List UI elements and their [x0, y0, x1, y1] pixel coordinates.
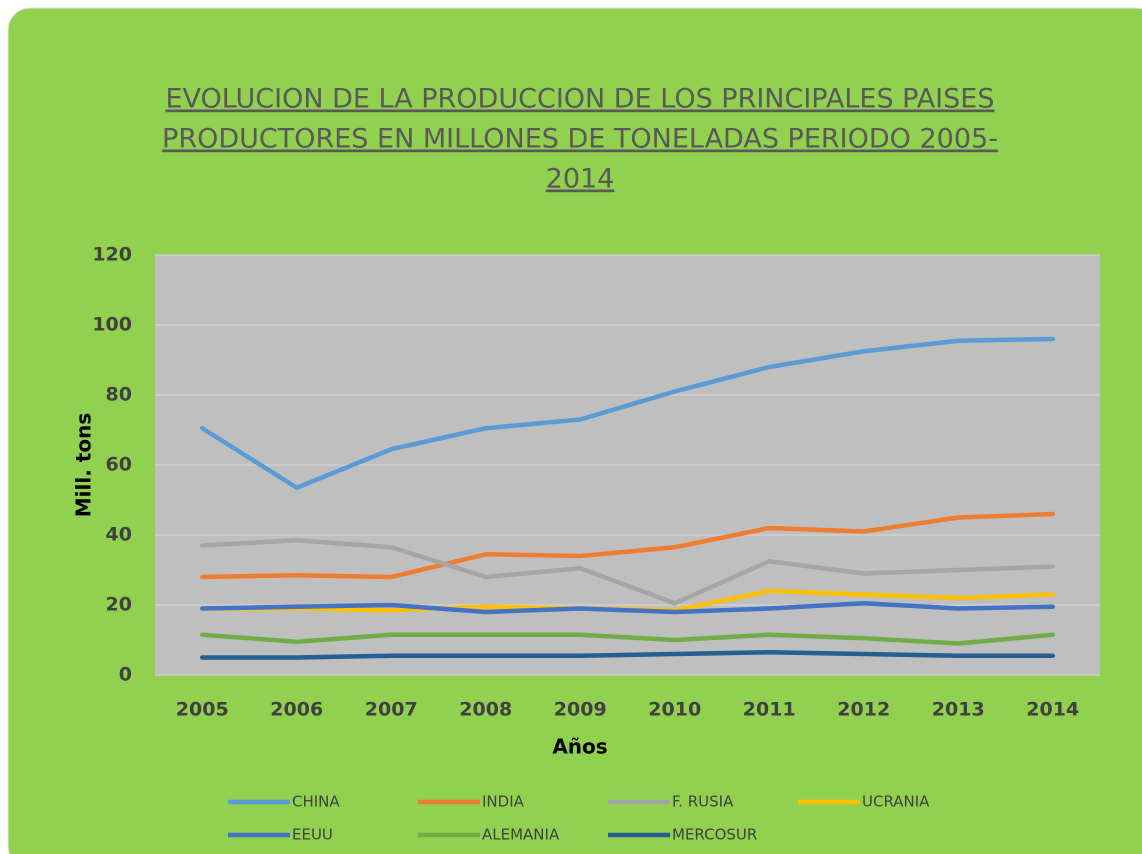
- legend-label: INDIA: [482, 793, 525, 811]
- x-tick-label: 2012: [837, 699, 890, 721]
- y-tick-label: 120: [92, 244, 132, 266]
- data-line: [200, 601, 1055, 615]
- data-line: [200, 511, 1055, 580]
- x-tick-label: 2013: [932, 699, 985, 721]
- data-line: [200, 650, 1055, 660]
- y-tick-label: 0: [119, 664, 132, 686]
- legend-label: F. RUSIA: [672, 793, 734, 811]
- y-tick-label: 60: [106, 454, 132, 476]
- y-tick-label: 80: [106, 384, 132, 406]
- y-tick-label: 100: [92, 314, 132, 336]
- data-line: [200, 632, 1055, 646]
- x-axis-label: Años: [552, 735, 607, 759]
- y-tick-label: 40: [106, 524, 132, 546]
- data-line: [200, 538, 1055, 606]
- x-tick-label: 2005: [176, 699, 229, 721]
- legend-label: EEUU: [292, 826, 333, 844]
- x-tick-label: 2009: [554, 699, 607, 721]
- x-tick-label: 2010: [648, 699, 701, 721]
- x-tick-label: 2011: [743, 699, 796, 721]
- y-tick-label: 20: [106, 594, 132, 616]
- legend-label: CHINA: [292, 793, 340, 811]
- legend-label: UCRANIA: [862, 793, 930, 811]
- x-tick-label: 2007: [365, 699, 418, 721]
- legend-label: MERCOSUR: [672, 826, 757, 844]
- chart-title: EVOLUCION DE LA PRODUCCION DE LOS PRINCI…: [166, 84, 995, 115]
- chart-title: PRODUCTORES EN MILLONES DE TONELADAS PER…: [162, 124, 998, 155]
- x-tick-label: 2008: [459, 699, 512, 721]
- x-tick-label: 2006: [270, 699, 323, 721]
- chart-title: 2014: [546, 164, 615, 195]
- y-axis-label: Mill. tons: [72, 413, 96, 517]
- data-line: [200, 336, 1055, 490]
- legend-label: ALEMANIA: [482, 826, 560, 844]
- x-tick-label: 2014: [1026, 699, 1079, 721]
